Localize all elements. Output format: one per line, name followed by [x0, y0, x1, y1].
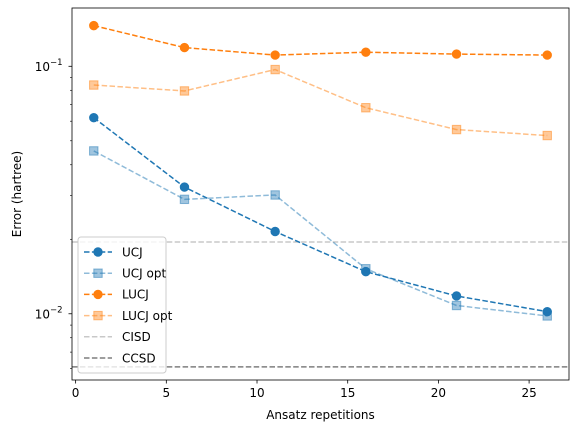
data-point	[361, 47, 371, 57]
data-point	[89, 112, 99, 123]
data-point	[542, 311, 552, 321]
legend-box	[77, 236, 167, 374]
series-ucj-opt	[89, 146, 552, 321]
data-point	[270, 50, 280, 60]
x-tick-label: 15	[340, 386, 355, 400]
data-point	[451, 124, 462, 135]
data-point	[270, 226, 280, 237]
data-point	[179, 182, 190, 192]
legend-item-lucj: LUCJ	[84, 288, 149, 302]
x-tick-label: 10	[249, 386, 264, 400]
data-point	[179, 86, 190, 96]
data-point	[361, 103, 371, 113]
data-point	[451, 300, 462, 311]
x-tick-label: 25	[521, 386, 536, 400]
legend-label: CISD	[122, 330, 151, 344]
legend: UCJ UCJ opt LUCJ LUCJ opt CISD CCSD	[77, 236, 173, 374]
legend-label: UCJ	[122, 245, 143, 259]
y-tick-label: 10	[35, 307, 50, 321]
data-point	[89, 20, 99, 31]
legend-marker	[93, 310, 103, 321]
series-lucj	[89, 20, 552, 60]
data-point	[542, 130, 552, 141]
series-line	[93, 68, 548, 137]
legend-item-ucj-opt: UCJ opt	[84, 267, 166, 281]
plot-layer	[72, 20, 569, 368]
legend-label: CCSD	[122, 351, 156, 365]
x-axis-label: Ansatz repetitions	[266, 408, 375, 422]
series-line	[93, 24, 548, 56]
y-tick-label: 10	[35, 60, 50, 74]
data-point	[451, 49, 462, 59]
series-lucj-opt	[89, 64, 552, 141]
data-point	[89, 80, 99, 90]
legend-label: LUCJ	[122, 288, 149, 302]
legend-marker	[93, 289, 103, 300]
x-tick-label: 20	[431, 386, 446, 400]
data-point	[179, 42, 190, 53]
data-point	[179, 194, 190, 205]
legend-label: LUCJ opt	[122, 309, 173, 323]
legend-item-ccsd: CCSD	[84, 351, 156, 365]
legend-item-lucj-opt: LUCJ opt	[84, 309, 173, 323]
x-tick-label: 0	[72, 386, 80, 400]
y-tick-exponent: −1	[50, 58, 63, 68]
legend-item-cisd: CISD	[84, 330, 151, 344]
plot-frame	[71, 7, 570, 381]
data-point	[361, 264, 371, 274]
data-point	[451, 291, 462, 301]
x-tick-label: 5	[163, 386, 171, 400]
y-axis-label: Error (hartree)	[10, 151, 24, 237]
y-tick-exponent: −2	[50, 305, 63, 315]
legend-label: UCJ opt	[122, 267, 166, 281]
series-line	[93, 150, 548, 317]
legend-item-ucj: UCJ	[84, 245, 143, 259]
legend-marker	[93, 268, 103, 278]
series-line	[93, 117, 548, 313]
data-point	[542, 50, 552, 60]
data-point	[270, 64, 280, 75]
data-point	[270, 190, 280, 200]
data-point	[89, 146, 99, 156]
legend-marker	[93, 247, 103, 257]
